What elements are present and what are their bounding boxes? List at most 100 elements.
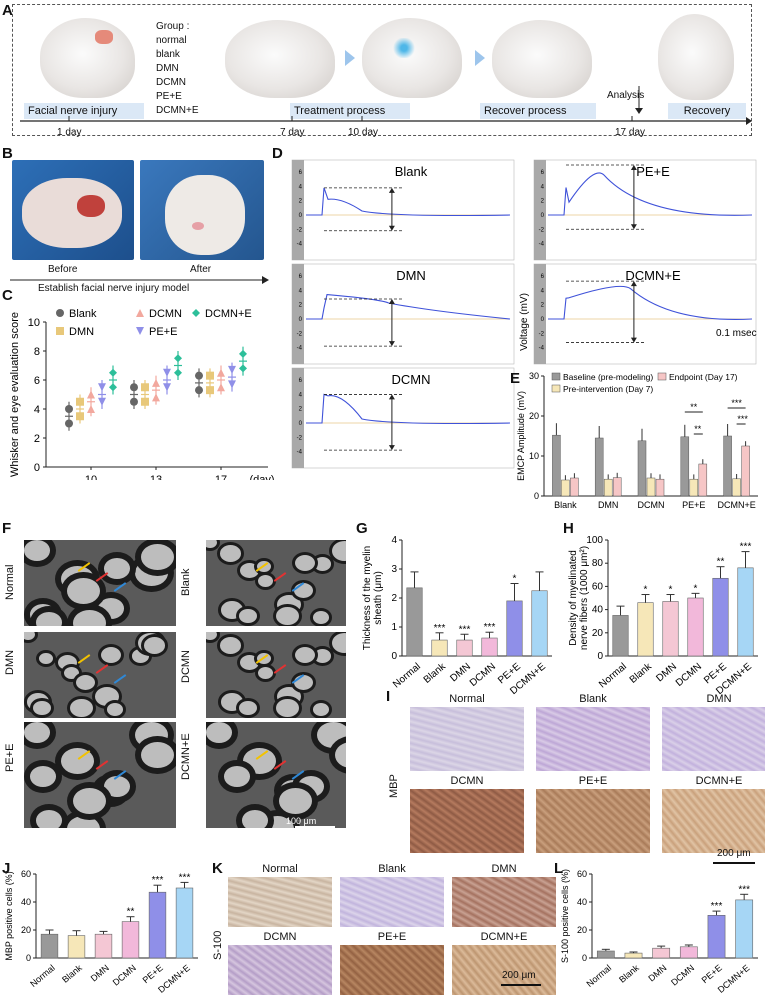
myelin-fiber bbox=[30, 606, 68, 626]
bar bbox=[596, 950, 615, 959]
trace-axis-strip bbox=[534, 160, 546, 260]
panel-a-letter: A bbox=[2, 2, 13, 19]
bar bbox=[121, 921, 140, 959]
ihc-label: DMN bbox=[491, 863, 517, 875]
sig-label: ** bbox=[694, 424, 702, 434]
data-point bbox=[136, 309, 144, 317]
data-point bbox=[228, 365, 236, 374]
panel-i-letter: I bbox=[386, 688, 391, 705]
day-7: 7 day bbox=[280, 127, 305, 138]
ihc-image bbox=[452, 945, 556, 995]
myelin-fiber bbox=[292, 644, 318, 666]
panel-g-letter: G bbox=[356, 520, 368, 537]
group-dcmn-e: DCMN+E bbox=[156, 105, 199, 116]
y-tick-label: 20 bbox=[21, 925, 31, 935]
wound-mark bbox=[95, 30, 113, 44]
trace-tick: -2 bbox=[539, 331, 545, 337]
trace-panel bbox=[291, 159, 515, 261]
myelin-fiber bbox=[67, 604, 112, 626]
arrow-icon bbox=[345, 50, 355, 66]
group-pe-e: PE+E bbox=[156, 91, 182, 102]
data-point bbox=[56, 309, 64, 317]
bar bbox=[603, 478, 613, 497]
significance-label: * bbox=[644, 585, 648, 596]
bar bbox=[737, 567, 754, 657]
trace-tick: 2 bbox=[299, 199, 303, 205]
trace-panel bbox=[533, 263, 757, 365]
y-axis-label: Density of myelinated bbox=[568, 550, 579, 646]
data-point bbox=[217, 383, 225, 392]
y-tick-label: 2 bbox=[34, 433, 40, 445]
group-title: Group : bbox=[156, 21, 190, 32]
trace-tick: -4 bbox=[297, 450, 303, 456]
legend-label: DCMN bbox=[149, 308, 182, 320]
data-point bbox=[141, 397, 149, 406]
ihc-image bbox=[228, 945, 332, 995]
panel-f-letter: F bbox=[2, 520, 12, 537]
bar bbox=[481, 637, 498, 657]
myelin-fiber bbox=[273, 604, 302, 626]
data-point bbox=[239, 364, 247, 373]
data-point bbox=[192, 309, 200, 317]
data-point bbox=[98, 383, 106, 392]
y-tick-label: 20 bbox=[529, 411, 539, 421]
bar bbox=[652, 947, 671, 959]
y-tick-label: 2 bbox=[391, 593, 397, 604]
myelin-fiber bbox=[206, 722, 238, 749]
data-point bbox=[65, 405, 73, 413]
data-point bbox=[141, 383, 149, 392]
arrow-head bbox=[388, 225, 395, 231]
significance-label: *** bbox=[179, 872, 191, 883]
trace-tick: 0 bbox=[299, 317, 303, 323]
data-point bbox=[206, 386, 214, 395]
bar bbox=[40, 933, 59, 959]
group-dcmn: DCMN bbox=[156, 77, 186, 88]
trace-tick: 0 bbox=[541, 317, 545, 323]
myelin-fiber bbox=[30, 698, 54, 718]
legend-label: Blank bbox=[69, 308, 97, 320]
x-tick-label: DCMN+E bbox=[717, 500, 755, 510]
ihc-label: DCMN bbox=[263, 931, 297, 943]
panel-b-letter: B bbox=[2, 145, 13, 162]
em-label-dmn: DMN bbox=[4, 649, 16, 675]
trace-title: DCMN bbox=[392, 372, 431, 387]
legend-label: DMN bbox=[69, 326, 94, 338]
data-point bbox=[136, 327, 144, 335]
ihc-label: Normal bbox=[262, 863, 298, 875]
y-tick-label: 30 bbox=[529, 371, 539, 381]
y-tick-label: 20 bbox=[592, 628, 604, 639]
legend-swatch bbox=[657, 372, 667, 381]
mbp-scale-bar bbox=[713, 862, 755, 864]
data-point bbox=[76, 412, 84, 421]
bar bbox=[687, 597, 704, 657]
mbp-side-label: MBP bbox=[388, 774, 400, 798]
arrow-head bbox=[388, 341, 395, 347]
bar bbox=[456, 639, 473, 657]
myelin-fiber bbox=[24, 760, 62, 793]
trace-tick: 4 bbox=[299, 288, 303, 294]
bar bbox=[646, 477, 656, 497]
legend-label: Pre-intervention (Day 7) bbox=[563, 384, 653, 394]
arrow-icon bbox=[475, 50, 485, 66]
timeline-box bbox=[12, 4, 752, 136]
stage-recover: Recover process bbox=[480, 103, 596, 119]
myelin-fiber bbox=[236, 606, 260, 626]
trace-title: DMN bbox=[396, 268, 426, 283]
bar bbox=[637, 440, 647, 497]
em-image bbox=[24, 722, 176, 828]
data-point bbox=[65, 419, 73, 428]
myelin-fiber bbox=[236, 698, 260, 718]
x-tick-label: DCMN bbox=[468, 661, 498, 689]
ihc-label: Blank bbox=[378, 863, 406, 875]
significance-label: * bbox=[669, 585, 673, 596]
bar bbox=[94, 933, 113, 959]
s100-side-label: S-100 bbox=[212, 930, 224, 960]
significance-label: * bbox=[694, 583, 698, 594]
y-tick-label: 0 bbox=[26, 953, 31, 963]
s100-scale-bar bbox=[501, 984, 541, 986]
y-axis-label: nerve fibers (1000 μm²) bbox=[579, 546, 590, 650]
y-tick-label: 1 bbox=[391, 622, 397, 633]
bar bbox=[67, 935, 86, 959]
ihc-image bbox=[410, 707, 524, 771]
data-point bbox=[206, 371, 214, 380]
